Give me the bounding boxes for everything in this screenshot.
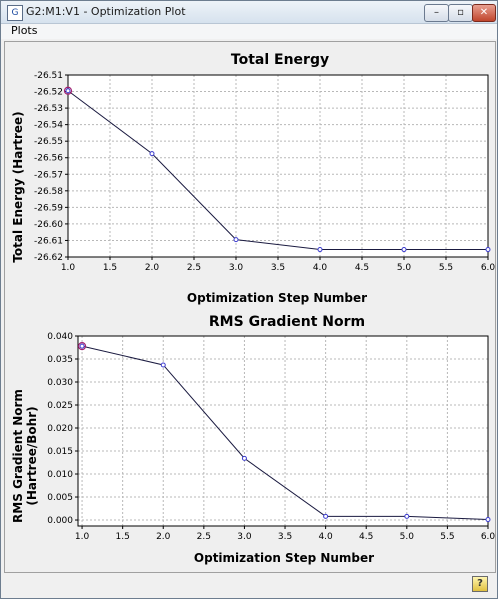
rms-gradient-data-point bbox=[241, 455, 247, 461]
plot-area: 1.0 1.5 2.0 2.5 3.0 3.5 4.0 4.5 5.0 5.5 6.0 -26.51 -… bbox=[4, 41, 496, 573]
total-energy-data-point bbox=[65, 88, 71, 94]
rms-gradient-x-tick-label: 1.5 bbox=[115, 532, 129, 542]
total-energy-y-tick-label: -26.62 bbox=[34, 253, 63, 263]
total-energy-x-tick-label: 6.0 bbox=[481, 263, 495, 273]
rms-gradient-ylabel-line2: (Hartree/Bohr) bbox=[25, 406, 39, 505]
rms-gradient-x-tick-label: 2.5 bbox=[197, 532, 211, 542]
total-energy-x-tick-label: 2.0 bbox=[145, 263, 160, 273]
rms-gradient-title: RMS Gradient Norm bbox=[209, 314, 365, 330]
total-energy-y-tick-label: -26.57 bbox=[34, 170, 63, 180]
total-energy-x-tick-label: 2.5 bbox=[187, 263, 201, 273]
total-energy-y-tick-label: -26.53 bbox=[34, 104, 63, 114]
total-energy-x-tick-label: 3.0 bbox=[229, 263, 244, 273]
status-bar: ? bbox=[4, 574, 494, 595]
rms-gradient-series-line bbox=[81, 345, 489, 521]
total-energy-data-point bbox=[485, 247, 491, 253]
rms-gradient-chart: 1.0 1.5 2.0 2.5 3.0 3.5 4.0 4.5 5.0 5.5 6.0 0.040 0.… bbox=[11, 314, 495, 565]
total-energy-y-tick-label: -26.52 bbox=[34, 88, 63, 98]
total-energy-y-tick-label: -26.61 bbox=[34, 236, 63, 246]
total-energy-x-tick-label: 5.0 bbox=[397, 263, 412, 273]
rms-gradient-data-point bbox=[485, 517, 491, 523]
rms-gradient-data-point bbox=[323, 513, 329, 519]
total-energy-y-tick-label: -26.54 bbox=[34, 121, 63, 131]
rms-gradient-x-tick-label: 2.0 bbox=[156, 532, 171, 542]
total-energy-y-tick-label: -26.56 bbox=[34, 154, 63, 164]
total-energy-x-tick-label: 4.5 bbox=[355, 263, 369, 273]
total-energy-data-point bbox=[233, 237, 239, 243]
maximize-button[interactable]: ▫ bbox=[448, 4, 473, 22]
rms-gradient-ylabel-line1: RMS Gradient Norm bbox=[11, 389, 25, 523]
rms-gradient-y-tick-label: 0.015 bbox=[47, 447, 73, 457]
plots-svg: 1.0 1.5 2.0 2.5 3.0 3.5 4.0 4.5 5.0 5.5 6.0 -26.51 -… bbox=[11, 52, 495, 565]
total-energy-data-point bbox=[401, 247, 407, 253]
total-energy-xlabel: Optimization Step Number bbox=[187, 291, 367, 305]
rms-gradient-x-tick-label: 5.0 bbox=[400, 532, 415, 542]
rms-gradient-axes-frame bbox=[77, 335, 489, 527]
total-energy-current-point-marker bbox=[63, 86, 73, 95]
rms-gradient-xlabel: Optimization Step Number bbox=[194, 551, 374, 565]
rms-gradient-y-tick-label: 0.005 bbox=[47, 493, 73, 503]
total-energy-chart: 1.0 1.5 2.0 2.5 3.0 3.5 4.0 4.5 5.0 5.5 6.0 -26.51 -… bbox=[11, 52, 495, 305]
rms-gradient-x-tick-label: 3.5 bbox=[278, 532, 292, 542]
rms-gradient-x-tick-label: 6.0 bbox=[481, 532, 495, 542]
total-energy-y-tick-label: -26.55 bbox=[34, 137, 63, 147]
total-energy-x-tick-label: 5.5 bbox=[439, 263, 453, 273]
minimize-button[interactable]: – bbox=[424, 4, 449, 22]
total-energy-title: Total Energy bbox=[231, 52, 329, 68]
total-energy-series-line bbox=[67, 90, 488, 251]
total-energy-plot-background bbox=[68, 75, 488, 257]
rms-gradient-x-tick-label: 4.0 bbox=[318, 532, 333, 542]
rms-gradient-data-point bbox=[160, 362, 166, 368]
rms-gradient-y-tick-label: 0.025 bbox=[47, 401, 73, 411]
rms-gradient-current-point-marker bbox=[77, 342, 87, 351]
menu-plots[interactable]: Plots bbox=[11, 24, 38, 37]
rms-gradient-plot-background bbox=[78, 336, 488, 526]
total-energy-x-tick-label: 1.5 bbox=[103, 263, 117, 273]
rms-gradient-y-tick-label: 0.020 bbox=[47, 424, 73, 434]
rms-gradient-x-tick-label: 3.0 bbox=[237, 532, 252, 542]
rms-gradient-y-tick-label: 0.035 bbox=[47, 355, 73, 365]
rms-gradient-x-tick-label: 1.0 bbox=[75, 532, 90, 542]
total-energy-ylabel: Total Energy (Hartree) bbox=[11, 111, 25, 262]
total-energy-data-point bbox=[149, 151, 155, 157]
rms-gradient-data-point bbox=[404, 513, 410, 519]
app-icon: G bbox=[7, 5, 23, 21]
window-title: G2:M1:V1 - Optimization Plot bbox=[26, 5, 186, 18]
rms-gradient-y-tick-label: 0.000 bbox=[47, 516, 73, 526]
rms-gradient-x-tick-label: 4.5 bbox=[359, 532, 373, 542]
rms-gradient-data-point bbox=[79, 343, 85, 349]
rms-gradient-y-tick-label: 0.030 bbox=[47, 378, 73, 388]
total-energy-y-tick-label: -26.51 bbox=[34, 71, 63, 81]
total-energy-x-tick-label: 1.0 bbox=[61, 263, 76, 273]
title-bar[interactable]: G G2:M1:V1 - Optimization Plot – ▫ ✕ bbox=[1, 1, 497, 24]
total-energy-x-tick-label: 3.5 bbox=[271, 263, 285, 273]
total-energy-y-tick-label: -26.59 bbox=[34, 203, 63, 213]
total-energy-y-tick-label: -26.60 bbox=[34, 220, 63, 230]
total-energy-data-point bbox=[317, 247, 323, 253]
total-energy-axes-frame bbox=[67, 74, 489, 258]
close-button[interactable]: ✕ bbox=[472, 4, 496, 22]
total-energy-x-tick-label: 4.0 bbox=[313, 263, 328, 273]
rms-gradient-y-tick-label: 0.040 bbox=[47, 332, 73, 342]
menu-bar: Plots bbox=[1, 24, 497, 39]
help-icon[interactable]: ? bbox=[472, 576, 488, 592]
rms-gradient-y-tick-label: 0.010 bbox=[47, 470, 73, 480]
rms-gradient-x-tick-label: 5.5 bbox=[440, 532, 454, 542]
total-energy-y-tick-label: -26.58 bbox=[34, 187, 63, 197]
